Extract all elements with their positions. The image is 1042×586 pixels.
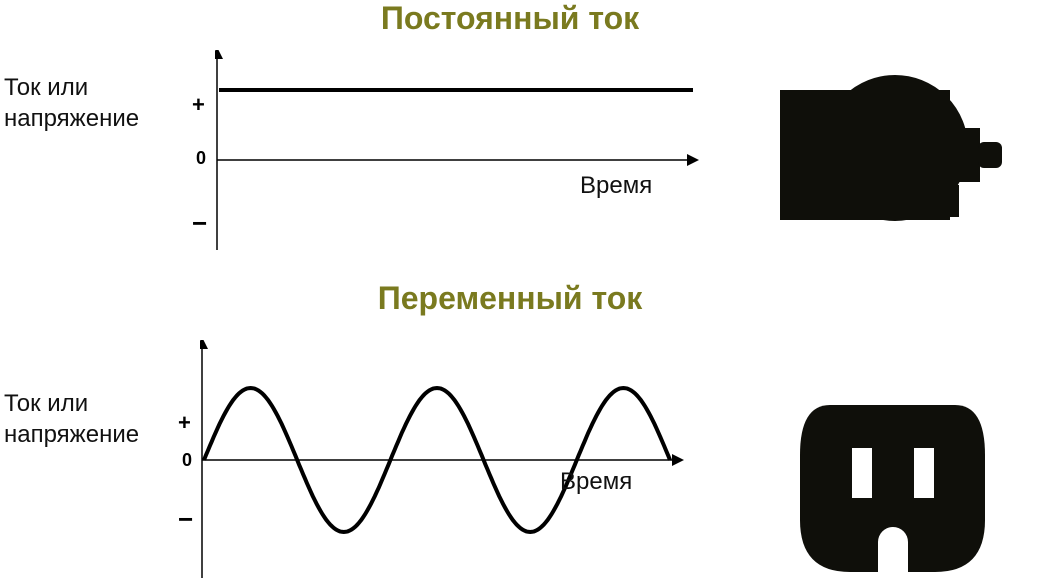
ac-xlabel: Время [560,468,632,496]
dc-ylabel-text: Ток илинапряжение [4,74,139,132]
ac-chart [200,340,700,580]
dc-ylabel: Ток илинапряжение [4,72,139,134]
dc-title: Постоянный ток [300,0,720,37]
plug-icon [780,70,1005,240]
dc-xlabel: Время [580,172,652,200]
ac-zero: 0 [182,450,192,471]
outlet-icon [800,400,985,575]
dc-zero: 0 [196,148,206,169]
ac-minus: − [178,504,193,535]
ac-plus: + [178,410,191,436]
ac-ylabel: Ток илинапряжение [4,388,139,450]
ac-title: Переменный ток [290,280,730,317]
dc-plus: + [192,92,205,118]
dc-minus: − [192,208,207,239]
dc-chart [215,50,715,260]
ac-ylabel-text: Ток илинапряжение [4,390,139,448]
